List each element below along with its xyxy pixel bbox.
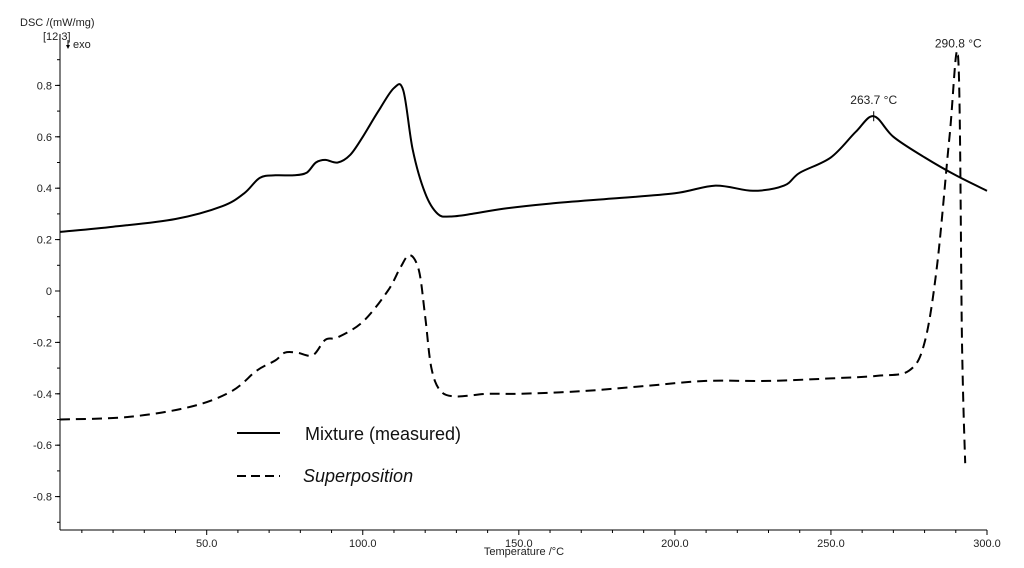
peak-label: 290.8 °C xyxy=(935,37,982,51)
y-axis-scale-note: [12.3] xyxy=(43,31,71,43)
y-tick-label: 0.6 xyxy=(37,132,52,144)
legend: Mixture (measured) Superposition xyxy=(237,424,461,486)
y-tick-label: 0.4 xyxy=(37,183,52,195)
x-tick-label: 100.0 xyxy=(349,538,377,550)
y-tick-label: 0.2 xyxy=(37,235,52,247)
x-axis-title: Temperature /°C xyxy=(484,546,564,558)
x-tick-label: 250.0 xyxy=(817,538,845,550)
y-tick-label: -0.2 xyxy=(33,337,52,349)
series-line-mixture-measured xyxy=(59,83,988,233)
peak-label: 263.7 °C xyxy=(850,93,897,107)
y-tick-label: 0 xyxy=(46,286,52,298)
y-tick-label: -0.4 xyxy=(33,389,52,401)
x-tick-label: 200.0 xyxy=(661,538,689,550)
legend-label-superposition: Superposition xyxy=(303,466,413,486)
annotations-layer: 263.7 °C 290.8 °C xyxy=(850,37,982,122)
exo-indicator: exo xyxy=(66,39,91,51)
series-layer xyxy=(59,50,988,464)
y-tick-label: -0.8 xyxy=(33,492,52,504)
y-tick-label: 0.8 xyxy=(37,80,52,92)
exo-label: exo xyxy=(73,39,91,51)
x-tick-label: 50.0 xyxy=(196,538,217,550)
ticks-layer: -0.8 -0.6 -0.4 -0.2 0 0.2 0.4 0.6 0.8 50.0 100.0 15… xyxy=(33,59,1001,550)
exo-arrow-head xyxy=(66,45,70,49)
y-axis-title: DSC /(mW/mg) xyxy=(20,17,95,29)
legend-label-mixture: Mixture (measured) xyxy=(305,424,461,444)
x-tick-label: 150.0 xyxy=(505,538,533,550)
series-line-superposition xyxy=(59,50,967,464)
y-tick-label: -0.6 xyxy=(33,440,52,452)
x-tick-label: 300.0 xyxy=(973,538,1001,550)
